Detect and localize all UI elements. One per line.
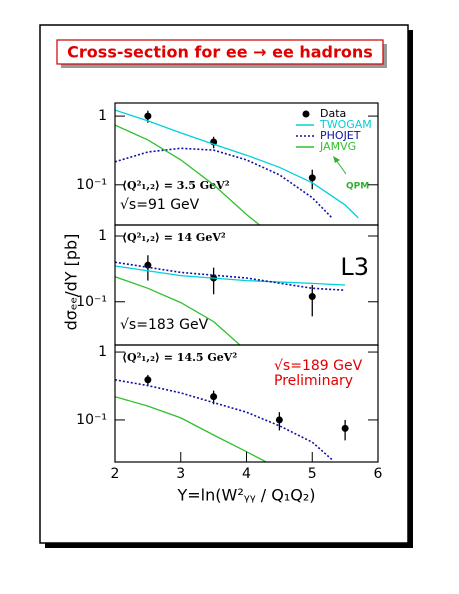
curve — [115, 276, 241, 345]
qpm-label: QPM — [346, 182, 369, 192]
plot-frame — [114, 344, 379, 463]
curve — [115, 396, 267, 462]
data-point — [144, 261, 152, 269]
plot-area — [115, 374, 349, 462]
x-axis-title: Y=ln(W²ᵧᵧ / Q₁Q₂) — [177, 486, 316, 505]
qpm-arrowhead — [333, 156, 340, 163]
x-tick-label: 6 — [374, 466, 383, 482]
legend-marker — [302, 110, 310, 118]
energy-label: √s=183 GeV — [120, 317, 209, 333]
curve — [115, 147, 333, 219]
plot-area — [115, 109, 359, 225]
title: Cross-section for ee → ee hadrons — [67, 43, 373, 62]
data-point — [275, 416, 283, 424]
y-axis-title: dσₑₑ/dY [pb] — [62, 234, 81, 331]
legend-label: TWOGAM — [319, 118, 372, 131]
x-tick-label: 4 — [242, 466, 251, 482]
y-tick-label: 1 — [98, 344, 107, 360]
curve — [115, 124, 261, 225]
x-tick-label: 2 — [111, 466, 120, 482]
q2-label: ⟨Q²₁,₂⟩ = 14.5 GeV² — [122, 351, 237, 364]
y-tick-label: 10⁻¹ — [76, 412, 107, 428]
curve — [115, 261, 346, 291]
energy-label: √s=189 GeV — [274, 358, 363, 374]
y-tick-label: 1 — [98, 108, 107, 124]
legend-label: Data — [320, 107, 346, 120]
data-point — [341, 424, 349, 432]
x-tick-label: 3 — [176, 466, 185, 482]
x-tick-label: 5 — [308, 466, 317, 482]
data-point — [210, 393, 218, 401]
experiment-label: L3 — [340, 253, 369, 281]
frame — [39, 24, 409, 544]
data-point — [308, 174, 316, 182]
y-tick-label: 1 — [98, 228, 107, 244]
status-label: Preliminary — [274, 373, 353, 389]
data-point — [144, 112, 152, 120]
data-point — [308, 293, 316, 301]
curve — [115, 265, 346, 286]
curve — [115, 109, 359, 219]
qpm-arrow — [335, 159, 347, 175]
energy-label: √s=91 GeV — [120, 197, 200, 213]
legend-label: PHOJET — [320, 129, 361, 142]
q2-label: ⟨Q²₁,₂⟩ = 14 GeV² — [122, 231, 226, 244]
curve — [115, 379, 333, 461]
data-point — [144, 376, 152, 384]
y-tick-label: 10⁻¹ — [76, 177, 107, 193]
title-box — [56, 39, 384, 65]
legend-label: JAMVG — [319, 140, 356, 153]
y-tick-label: 10⁻¹ — [76, 294, 107, 310]
plot-area — [115, 255, 346, 345]
q2-label: ⟨Q²₁,₂⟩ = 3.5 GeV² — [122, 179, 230, 192]
